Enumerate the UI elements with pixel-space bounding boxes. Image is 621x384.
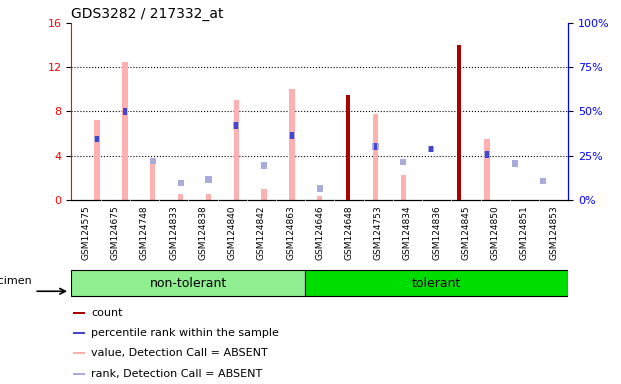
Bar — [317, 185, 323, 192]
FancyBboxPatch shape — [305, 270, 568, 296]
Text: GSM124648: GSM124648 — [345, 205, 353, 260]
Text: GSM124836: GSM124836 — [432, 205, 441, 260]
Bar — [233, 122, 239, 129]
Bar — [346, 126, 350, 132]
Bar — [290, 132, 294, 139]
Bar — [94, 120, 100, 200]
Bar — [484, 139, 489, 200]
Bar — [178, 180, 184, 187]
Bar — [317, 196, 322, 200]
Bar — [261, 189, 267, 200]
Bar — [94, 136, 100, 142]
Text: GSM124863: GSM124863 — [286, 205, 295, 260]
Text: non-tolerant: non-tolerant — [150, 277, 227, 290]
Bar — [206, 194, 211, 200]
Bar — [373, 114, 378, 200]
Bar — [374, 143, 378, 150]
Bar — [346, 95, 350, 200]
Bar — [150, 158, 156, 164]
Text: GSM124838: GSM124838 — [199, 205, 207, 260]
Text: value, Detection Call = ABSENT: value, Detection Call = ABSENT — [91, 348, 268, 358]
Text: GSM124753: GSM124753 — [374, 205, 383, 260]
Bar — [73, 332, 84, 334]
Bar — [457, 45, 461, 200]
Bar — [123, 108, 127, 115]
Text: GSM124646: GSM124646 — [315, 205, 324, 260]
Bar — [73, 353, 84, 354]
FancyBboxPatch shape — [71, 270, 305, 296]
Text: GSM124842: GSM124842 — [257, 205, 266, 260]
Bar — [206, 177, 212, 183]
Bar — [150, 164, 155, 200]
Bar — [484, 151, 490, 158]
Bar — [95, 136, 99, 142]
Bar — [178, 194, 183, 200]
Text: count: count — [91, 308, 122, 318]
Bar — [401, 175, 406, 200]
Bar — [261, 162, 267, 169]
Bar — [540, 178, 546, 184]
Text: tolerant: tolerant — [412, 277, 461, 290]
Text: GSM124833: GSM124833 — [169, 205, 178, 260]
Text: GDS3282 / 217332_at: GDS3282 / 217332_at — [71, 7, 224, 21]
Text: GSM124834: GSM124834 — [403, 205, 412, 260]
Text: GSM124675: GSM124675 — [111, 205, 120, 260]
Bar — [512, 160, 518, 167]
Bar — [373, 143, 379, 150]
Text: percentile rank within the sample: percentile rank within the sample — [91, 328, 279, 338]
Text: GSM124845: GSM124845 — [461, 205, 471, 260]
Bar — [289, 89, 294, 200]
Text: GSM124748: GSM124748 — [140, 205, 149, 260]
Bar — [73, 312, 84, 314]
Bar — [289, 132, 295, 139]
Bar — [485, 151, 489, 158]
Text: GSM124850: GSM124850 — [491, 205, 500, 260]
Bar — [122, 62, 127, 200]
Bar — [235, 122, 238, 129]
Bar — [428, 146, 434, 152]
Text: GSM124851: GSM124851 — [520, 205, 529, 260]
Bar — [233, 100, 239, 200]
Bar — [73, 372, 84, 374]
Text: rank, Detection Call = ABSENT: rank, Detection Call = ABSENT — [91, 369, 263, 379]
Bar — [401, 159, 406, 166]
Text: GSM124853: GSM124853 — [549, 205, 558, 260]
Bar — [457, 126, 461, 132]
Bar — [429, 146, 433, 152]
Text: GSM124840: GSM124840 — [228, 205, 237, 260]
Text: specimen: specimen — [0, 276, 32, 286]
Text: GSM124575: GSM124575 — [81, 205, 91, 260]
